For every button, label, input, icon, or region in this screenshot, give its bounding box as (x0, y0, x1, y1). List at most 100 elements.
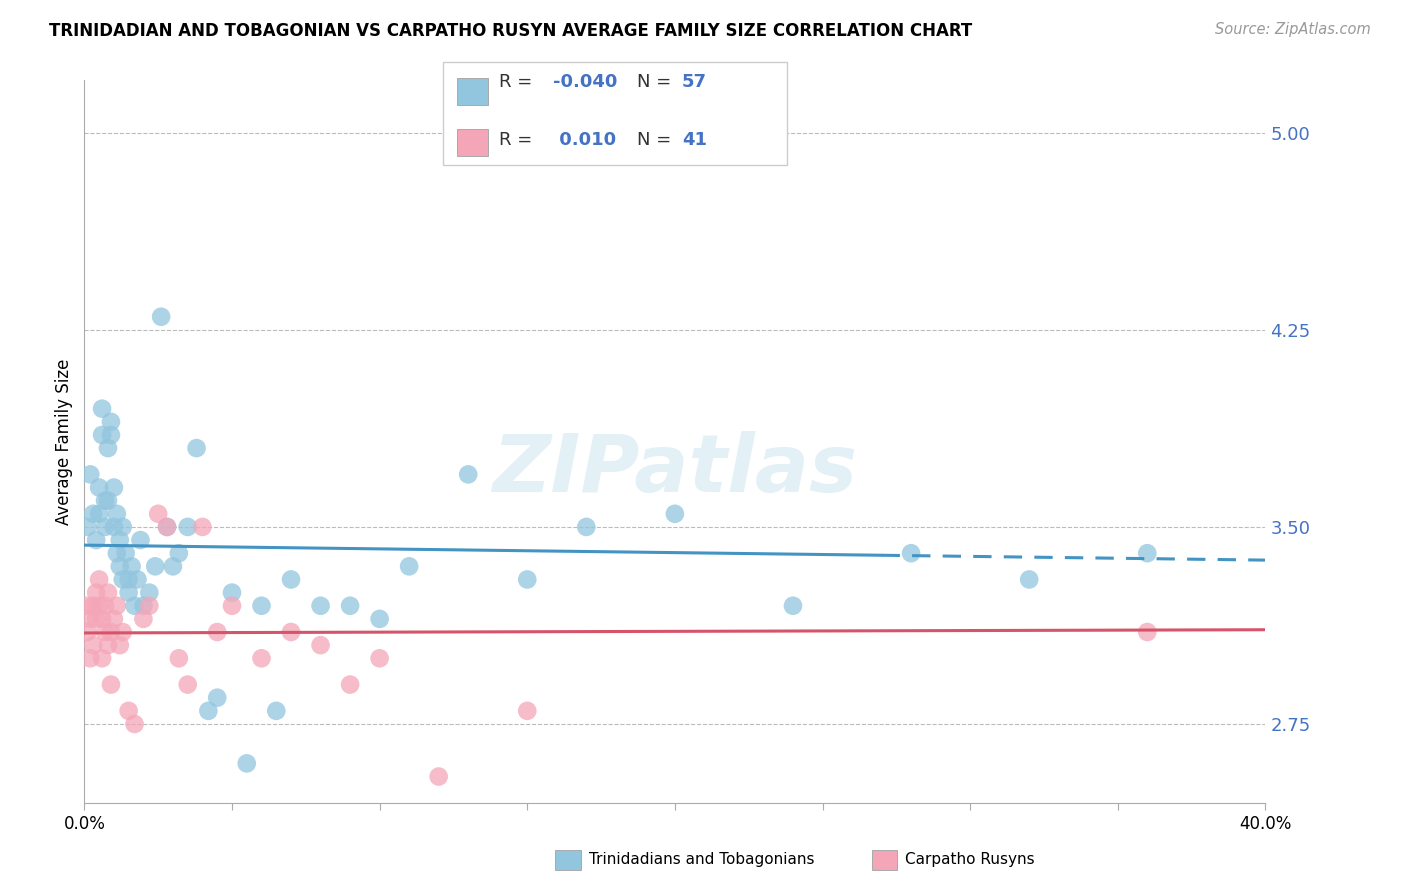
Point (100, 415, 122, 429)
Point (162, 559, 184, 574)
Point (103, 481, 125, 495)
Point (197, 704, 219, 718)
Point (76, 625, 98, 640)
Point (900, 546, 922, 560)
Point (118, 573, 141, 587)
Point (76, 520, 98, 534)
Point (79, 651, 101, 665)
Point (118, 585, 141, 599)
Point (221, 599, 243, 613)
Point (111, 573, 134, 587)
Point (108, 559, 131, 574)
Point (1136, 546, 1159, 560)
Point (250, 651, 273, 665)
Point (94, 520, 117, 534)
Point (138, 599, 160, 613)
Text: Trinidadians and Tobagonians: Trinidadians and Tobagonians (589, 853, 814, 867)
Point (1136, 625, 1159, 640)
Point (91, 401, 114, 416)
Point (82, 638, 104, 652)
Point (87, 599, 111, 613)
Point (94, 625, 117, 640)
Text: TRINIDADIAN AND TOBAGONIAN VS CARPATHO RUSYN AVERAGE FAMILY SIZE CORRELATION CHA: TRINIDADIAN AND TOBAGONIAN VS CARPATHO R… (49, 22, 973, 40)
Point (339, 599, 361, 613)
Point (94, 599, 117, 613)
Text: Carpatho Rusyns: Carpatho Rusyns (905, 853, 1035, 867)
Point (87, 573, 111, 587)
Text: R =: R = (499, 131, 538, 149)
Point (91, 651, 114, 665)
Point (167, 546, 190, 560)
Text: N =: N = (637, 73, 676, 91)
Point (82, 599, 104, 613)
Point (207, 690, 229, 705)
Point (236, 756, 259, 771)
Point (207, 625, 229, 640)
Point (339, 677, 361, 691)
Point (103, 520, 125, 534)
Text: 41: 41 (682, 131, 707, 149)
Text: ZIPatlas: ZIPatlas (492, 432, 858, 509)
Point (100, 677, 122, 691)
Point (127, 573, 149, 587)
Point (280, 573, 302, 587)
Point (105, 599, 128, 613)
Point (398, 559, 420, 574)
Point (84, 612, 107, 626)
Text: Source: ZipAtlas.com: Source: ZipAtlas.com (1215, 22, 1371, 37)
Point (132, 612, 155, 626)
Point (368, 651, 391, 665)
Point (87, 481, 111, 495)
Point (103, 612, 125, 626)
Point (575, 520, 598, 534)
Point (280, 625, 302, 640)
Point (516, 704, 538, 718)
Point (97, 638, 120, 652)
Point (100, 428, 122, 442)
Point (91, 428, 114, 442)
Point (266, 704, 288, 718)
Point (132, 599, 155, 613)
Point (516, 573, 538, 587)
Point (150, 310, 173, 324)
Point (79, 467, 101, 482)
Point (100, 625, 122, 640)
Point (143, 559, 166, 574)
Point (114, 546, 136, 560)
Point (91, 612, 114, 626)
Point (186, 441, 208, 455)
Point (782, 599, 804, 613)
Point (309, 638, 332, 652)
Point (177, 520, 200, 534)
Point (129, 533, 152, 547)
Point (368, 612, 391, 626)
Point (82, 507, 104, 521)
Point (309, 599, 332, 613)
Point (94, 493, 117, 508)
Point (191, 520, 214, 534)
Point (87, 507, 111, 521)
Point (457, 467, 479, 482)
Point (177, 677, 200, 691)
Y-axis label: Average Family Size: Average Family Size (55, 359, 73, 524)
Point (111, 625, 134, 640)
Point (105, 546, 128, 560)
Point (111, 520, 134, 534)
Point (121, 559, 143, 574)
Text: -0.040: -0.040 (553, 73, 617, 91)
Point (148, 507, 170, 521)
Text: N =: N = (637, 131, 676, 149)
Point (427, 770, 450, 784)
Point (108, 533, 131, 547)
Point (1018, 573, 1040, 587)
Text: 0.010: 0.010 (553, 131, 616, 149)
Text: R =: R = (499, 73, 538, 91)
Text: 57: 57 (682, 73, 707, 91)
Point (84, 585, 107, 599)
Point (97, 585, 120, 599)
Point (156, 520, 179, 534)
Point (156, 520, 179, 534)
Point (97, 441, 120, 455)
Point (250, 599, 273, 613)
Point (124, 599, 146, 613)
